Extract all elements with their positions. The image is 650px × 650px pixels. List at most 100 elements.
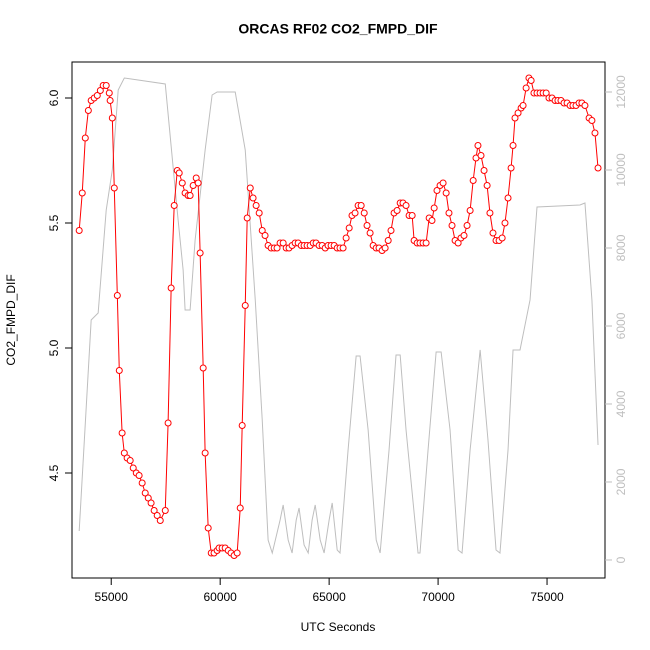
data-point [387, 227, 395, 234]
data-point [433, 187, 441, 194]
data-point [252, 202, 260, 209]
x-tick-label: 70000 [421, 590, 455, 604]
x-axis-label: UTC Seconds [301, 620, 376, 634]
data-point [514, 109, 522, 117]
data-point [448, 222, 456, 229]
data-point [366, 229, 374, 237]
data-point [238, 422, 246, 429]
plot-box [71, 61, 606, 579]
data-point [156, 517, 164, 524]
data-point [527, 77, 535, 84]
data-point [249, 194, 257, 202]
data-point [273, 244, 281, 252]
data-point [393, 207, 401, 214]
data-point [186, 192, 194, 199]
data-point [381, 244, 389, 252]
data-point [178, 179, 186, 187]
data-point [150, 507, 158, 514]
data-point [126, 457, 134, 464]
y-axis-label: CO2_FMPD_DIF [4, 274, 18, 365]
y-tick-label: 4.5 [47, 464, 61, 481]
data-point [460, 232, 468, 239]
data-point [445, 209, 453, 217]
y2-tick-label: 6000 [614, 312, 628, 339]
data-point [483, 182, 491, 189]
data-point [339, 244, 347, 252]
data-point [135, 472, 143, 479]
data-point [477, 152, 485, 159]
data-point [113, 292, 121, 299]
data-point [118, 429, 126, 437]
data-point [110, 184, 118, 192]
y-tick-label: 5.0 [47, 339, 61, 356]
data-point [474, 142, 482, 149]
y-tick-label: 5.5 [47, 214, 61, 231]
data-point [236, 504, 244, 512]
data-point [522, 84, 530, 92]
data-point [345, 224, 353, 232]
data-point [489, 229, 497, 237]
data-point [102, 82, 110, 89]
data-point [466, 207, 474, 214]
y2-tick-label: 4000 [614, 390, 628, 417]
y2-tick-label: 0 [614, 556, 628, 563]
data-point [115, 367, 123, 374]
y2-tick-label: 8000 [614, 234, 628, 261]
data-point [480, 167, 488, 174]
data-point [233, 549, 241, 557]
y-tick-label: 6.0 [47, 89, 61, 106]
data-point [402, 202, 410, 209]
y2-tick-label: 12000 [614, 75, 628, 109]
data-point [199, 364, 207, 372]
data-point [360, 209, 368, 217]
data-point [161, 507, 169, 514]
data-point [588, 117, 596, 124]
data-point [469, 177, 477, 184]
data-point [81, 134, 89, 142]
data-point [243, 214, 251, 222]
data-point [594, 164, 602, 172]
data-point [78, 189, 86, 197]
chart-title: ORCAS RF02 CO2_FMPD_DIF [238, 21, 438, 37]
data-point [141, 489, 149, 497]
data-point [170, 202, 178, 209]
data-point [246, 184, 254, 192]
data-point [196, 249, 204, 257]
data-point [463, 222, 471, 229]
data-point [507, 164, 515, 172]
data-point [129, 464, 137, 472]
series-line [78, 77, 599, 555]
data-point [591, 129, 599, 137]
data-point [108, 114, 116, 122]
data-point [204, 524, 212, 532]
data-point [84, 107, 92, 114]
data-point [509, 142, 517, 149]
data-point [504, 194, 512, 202]
data-point [106, 97, 114, 104]
data-point [201, 449, 209, 457]
data-point [138, 479, 146, 487]
data-point [498, 234, 506, 242]
data-point [430, 204, 438, 212]
data-point [255, 209, 263, 217]
data-point [164, 419, 172, 427]
x-tick-label: 65000 [312, 590, 346, 604]
data-point [342, 234, 350, 242]
data-point [241, 302, 249, 309]
data-point [357, 202, 365, 209]
data-point [519, 102, 527, 109]
data-point [439, 179, 447, 187]
data-point [363, 222, 371, 229]
data-point [486, 209, 494, 217]
x-tick-label: 60000 [203, 590, 237, 604]
data-point [501, 219, 509, 227]
y2-tick-label: 2000 [614, 468, 628, 495]
x-tick-label: 75000 [530, 590, 564, 604]
y2-tick-label: 10000 [614, 153, 628, 187]
data-point [351, 209, 359, 217]
data-point [153, 512, 161, 519]
data-point [75, 227, 83, 234]
data-point [511, 114, 519, 122]
